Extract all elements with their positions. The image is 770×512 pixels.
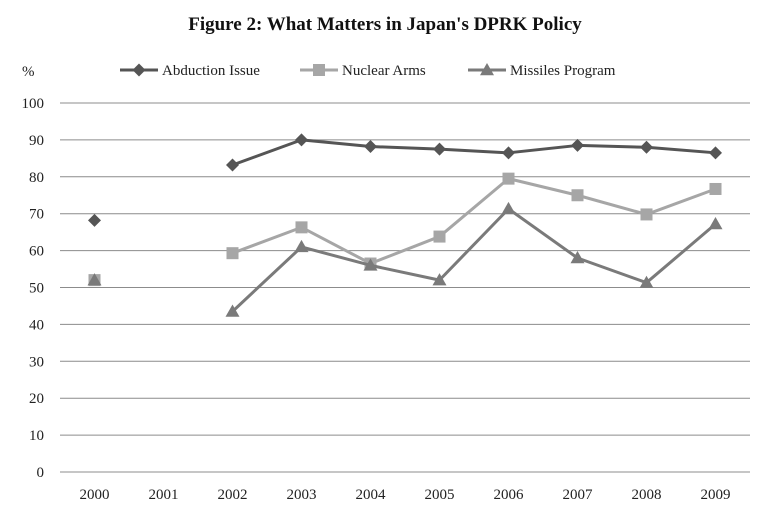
legend-marker [313,64,325,76]
legend-marker [132,63,146,77]
y-tick-label: 70 [29,207,44,223]
y-tick-label: 50 [29,281,44,297]
series-line [231,177,717,266]
data-point [226,158,239,172]
data-point [295,221,308,234]
data-point [87,273,102,286]
y-tick-label: 80 [29,170,44,186]
series-square [88,172,722,287]
series-group [87,133,723,317]
chart-title: Figure 2: What Matters in Japan's DPRK P… [188,14,582,35]
data-point [364,140,377,154]
legend-label: Nuclear Arms [342,63,426,79]
data-point [709,182,722,195]
x-tick-label: 2002 [218,487,248,503]
data-point [502,172,515,185]
x-tick-label: 2007 [563,487,594,503]
data-point [570,250,585,264]
y-tick-label: 90 [29,133,44,149]
data-point [363,258,378,271]
legend-label: Missiles Program [510,63,616,79]
data-point [571,189,584,202]
data-point [709,146,722,160]
legend-label: Abduction Issue [162,63,260,79]
data-point [294,239,309,253]
data-point [571,138,584,152]
x-tick-label: 2003 [287,487,317,503]
x-axis-ticks: 2000 2001 2002 2003 2004 2005 2006 2007 2008 2009 [80,487,731,503]
x-tick-label: 2005 [425,487,455,503]
gridlines [60,102,750,473]
legend-marker [480,63,494,76]
series-line [231,138,716,167]
data-point [640,208,653,221]
x-tick-label: 2006 [494,487,525,503]
data-point [433,142,446,156]
x-tick-label: 2009 [701,487,731,503]
y-tick-label: 100 [22,96,45,112]
data-point [501,201,516,215]
data-point [708,217,723,230]
data-point [295,133,308,147]
y-tick-label: 0 [37,465,45,481]
y-axis-ticks: 0 10 20 30 40 50 60 70 80 90 100 [22,96,45,481]
y-tick-label: 40 [29,317,44,333]
series-line [231,207,717,313]
data-point [432,273,447,286]
data-point [88,213,101,227]
data-point [502,146,515,160]
data-point [640,140,653,154]
y-unit-label: % [22,64,35,80]
x-tick-label: 2008 [632,487,662,503]
data-point [639,275,654,288]
legend: Abduction Issue Nuclear Arms Missiles Prog… [120,63,616,79]
x-tick-label: 2001 [149,487,179,503]
x-tick-label: 2000 [80,487,110,503]
legend-item: Nuclear Arms [300,63,426,79]
y-tick-label: 30 [29,354,44,370]
legend-item: Abduction Issue [120,63,260,79]
y-tick-label: 10 [29,428,44,444]
y-tick-label: 20 [29,391,44,407]
legend-item: Missiles Program [468,63,616,79]
series-triangle [87,201,723,317]
y-tick-label: 60 [29,244,44,260]
data-point [226,247,239,260]
series-diamond [88,133,722,227]
data-point [433,230,446,243]
data-point [225,304,240,317]
x-tick-label: 2004 [356,487,387,503]
